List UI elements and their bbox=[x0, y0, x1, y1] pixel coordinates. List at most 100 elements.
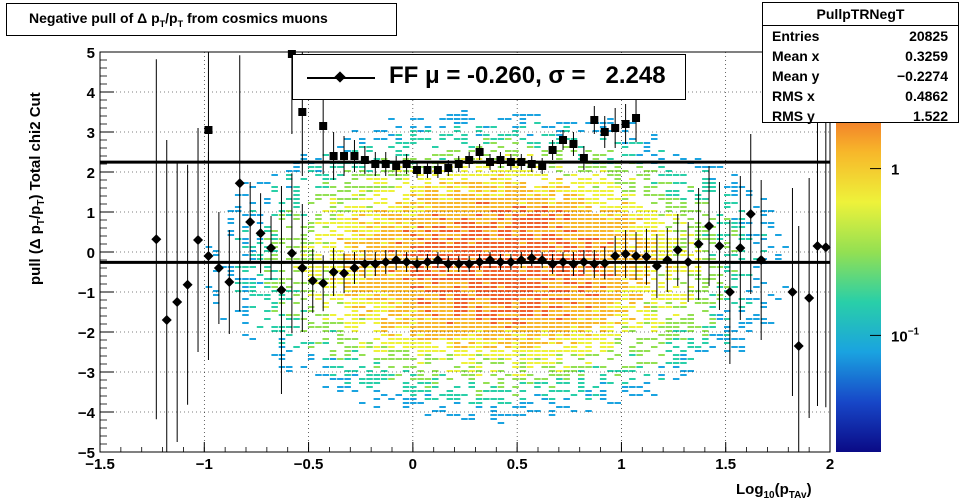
heatmap-cell bbox=[607, 334, 614, 336]
heatmap-cell bbox=[329, 250, 337, 252]
heatmap-cell bbox=[446, 286, 454, 288]
heatmap-cell bbox=[432, 346, 439, 348]
heatmap-cell bbox=[556, 378, 563, 380]
heatmap-cell bbox=[410, 242, 417, 244]
heatmap-cell bbox=[388, 398, 395, 400]
heatmap-cell bbox=[680, 182, 687, 184]
heatmap-cell bbox=[475, 234, 483, 236]
heatmap-cell bbox=[702, 182, 709, 184]
heatmap-cell bbox=[563, 186, 570, 188]
heatmap-cell bbox=[563, 130, 570, 132]
heatmap-cell bbox=[424, 274, 432, 276]
heatmap-cell bbox=[461, 214, 468, 216]
heatmap-cell bbox=[461, 198, 468, 200]
heatmap-cell bbox=[512, 350, 519, 352]
heatmap-cell bbox=[614, 250, 621, 252]
heatmap-cell bbox=[578, 342, 585, 344]
heatmap-cell bbox=[446, 318, 454, 320]
heatmap-cell bbox=[534, 166, 541, 168]
heatmap-cell bbox=[512, 342, 519, 344]
heatmap-cell bbox=[337, 190, 344, 192]
heatmap-cell bbox=[315, 234, 322, 236]
heatmap-cell bbox=[512, 254, 519, 256]
heatmap-cell bbox=[621, 210, 629, 212]
heatmap-cell bbox=[497, 174, 505, 176]
heatmap-cell bbox=[402, 290, 410, 292]
heatmap-cell bbox=[687, 338, 694, 340]
title-box: Negative pull of Δ pT/pT from cosmics mu… bbox=[6, 3, 397, 36]
heatmap-cell bbox=[672, 306, 680, 308]
heatmap-cell bbox=[483, 202, 490, 204]
heatmap-cell bbox=[629, 278, 636, 280]
heatmap-cell bbox=[702, 198, 709, 200]
heatmap-cell bbox=[578, 366, 585, 368]
heatmap-cell bbox=[680, 230, 687, 232]
heatmap-cell bbox=[453, 294, 461, 296]
heatmap-cell bbox=[329, 230, 337, 232]
heatmap-cell bbox=[570, 226, 578, 228]
heatmap-cell bbox=[490, 390, 497, 392]
heatmap-cell bbox=[614, 286, 621, 288]
heatmap-cell bbox=[672, 194, 680, 196]
heatmap-cell bbox=[687, 290, 694, 292]
heatmap-cell bbox=[526, 374, 534, 376]
heatmap-cell bbox=[753, 206, 760, 208]
heatmap-cell bbox=[534, 338, 541, 340]
heatmap-cell bbox=[293, 202, 300, 204]
heatmap-cell bbox=[424, 250, 432, 252]
heatmap-cell bbox=[680, 210, 687, 212]
heatmap-cell bbox=[307, 230, 315, 232]
heatmap-cell bbox=[585, 282, 592, 284]
heatmap-cell bbox=[738, 322, 746, 324]
heatmap-cell bbox=[402, 314, 410, 316]
heatmap-cell bbox=[373, 298, 381, 300]
heatmap-cell bbox=[417, 186, 424, 188]
heatmap-cell bbox=[271, 242, 278, 244]
data-point-mean bbox=[307, 275, 318, 286]
heatmap-cell bbox=[512, 366, 519, 368]
heatmap-cell bbox=[402, 226, 410, 228]
heatmap-cell bbox=[672, 266, 680, 268]
heatmap-cell bbox=[497, 358, 505, 360]
heatmap-cell bbox=[760, 234, 767, 236]
heatmap-cell bbox=[585, 314, 592, 316]
heatmap-cell bbox=[599, 342, 607, 344]
heatmap-cell bbox=[578, 286, 585, 288]
heatmap-cell bbox=[395, 246, 402, 248]
heatmap-cell bbox=[687, 358, 694, 360]
heatmap-cell bbox=[359, 318, 366, 320]
heatmap-cell bbox=[680, 266, 687, 268]
heatmap-cell bbox=[570, 306, 578, 308]
heatmap-cell bbox=[329, 198, 337, 200]
heatmap-cell bbox=[534, 238, 541, 240]
heatmap-cell bbox=[716, 318, 724, 320]
heatmap-cell bbox=[410, 226, 417, 228]
heatmap-cell bbox=[410, 194, 417, 196]
heatmap-cell bbox=[512, 310, 519, 312]
heatmap-cell bbox=[242, 306, 249, 308]
heatmap-cell bbox=[402, 386, 410, 388]
heatmap-cell bbox=[534, 250, 541, 252]
data-point-mean bbox=[224, 277, 235, 287]
heatmap-cell bbox=[468, 218, 475, 220]
heatmap-cell bbox=[337, 294, 344, 296]
heatmap-cell bbox=[585, 190, 592, 192]
heatmap-cell bbox=[446, 398, 454, 400]
data-point-sigma bbox=[486, 158, 495, 166]
heatmap-cell bbox=[395, 394, 402, 396]
heatmap-cell bbox=[417, 314, 424, 316]
heatmap-cell bbox=[526, 222, 534, 224]
data-point-sigma bbox=[329, 152, 338, 160]
heatmap-cell bbox=[570, 222, 578, 224]
data-point-sigma bbox=[381, 160, 390, 168]
heatmap-cell bbox=[490, 142, 497, 144]
heatmap-cell bbox=[512, 182, 519, 184]
heatmap-cell bbox=[468, 274, 475, 276]
heatmap-cell bbox=[621, 382, 629, 384]
heatmap-cell bbox=[680, 302, 687, 304]
heatmap-cell bbox=[402, 202, 410, 204]
heatmap-cell bbox=[439, 198, 446, 200]
heatmap-cell bbox=[256, 238, 264, 240]
heatmap-cell bbox=[395, 254, 402, 256]
data-point-mean bbox=[276, 285, 287, 295]
